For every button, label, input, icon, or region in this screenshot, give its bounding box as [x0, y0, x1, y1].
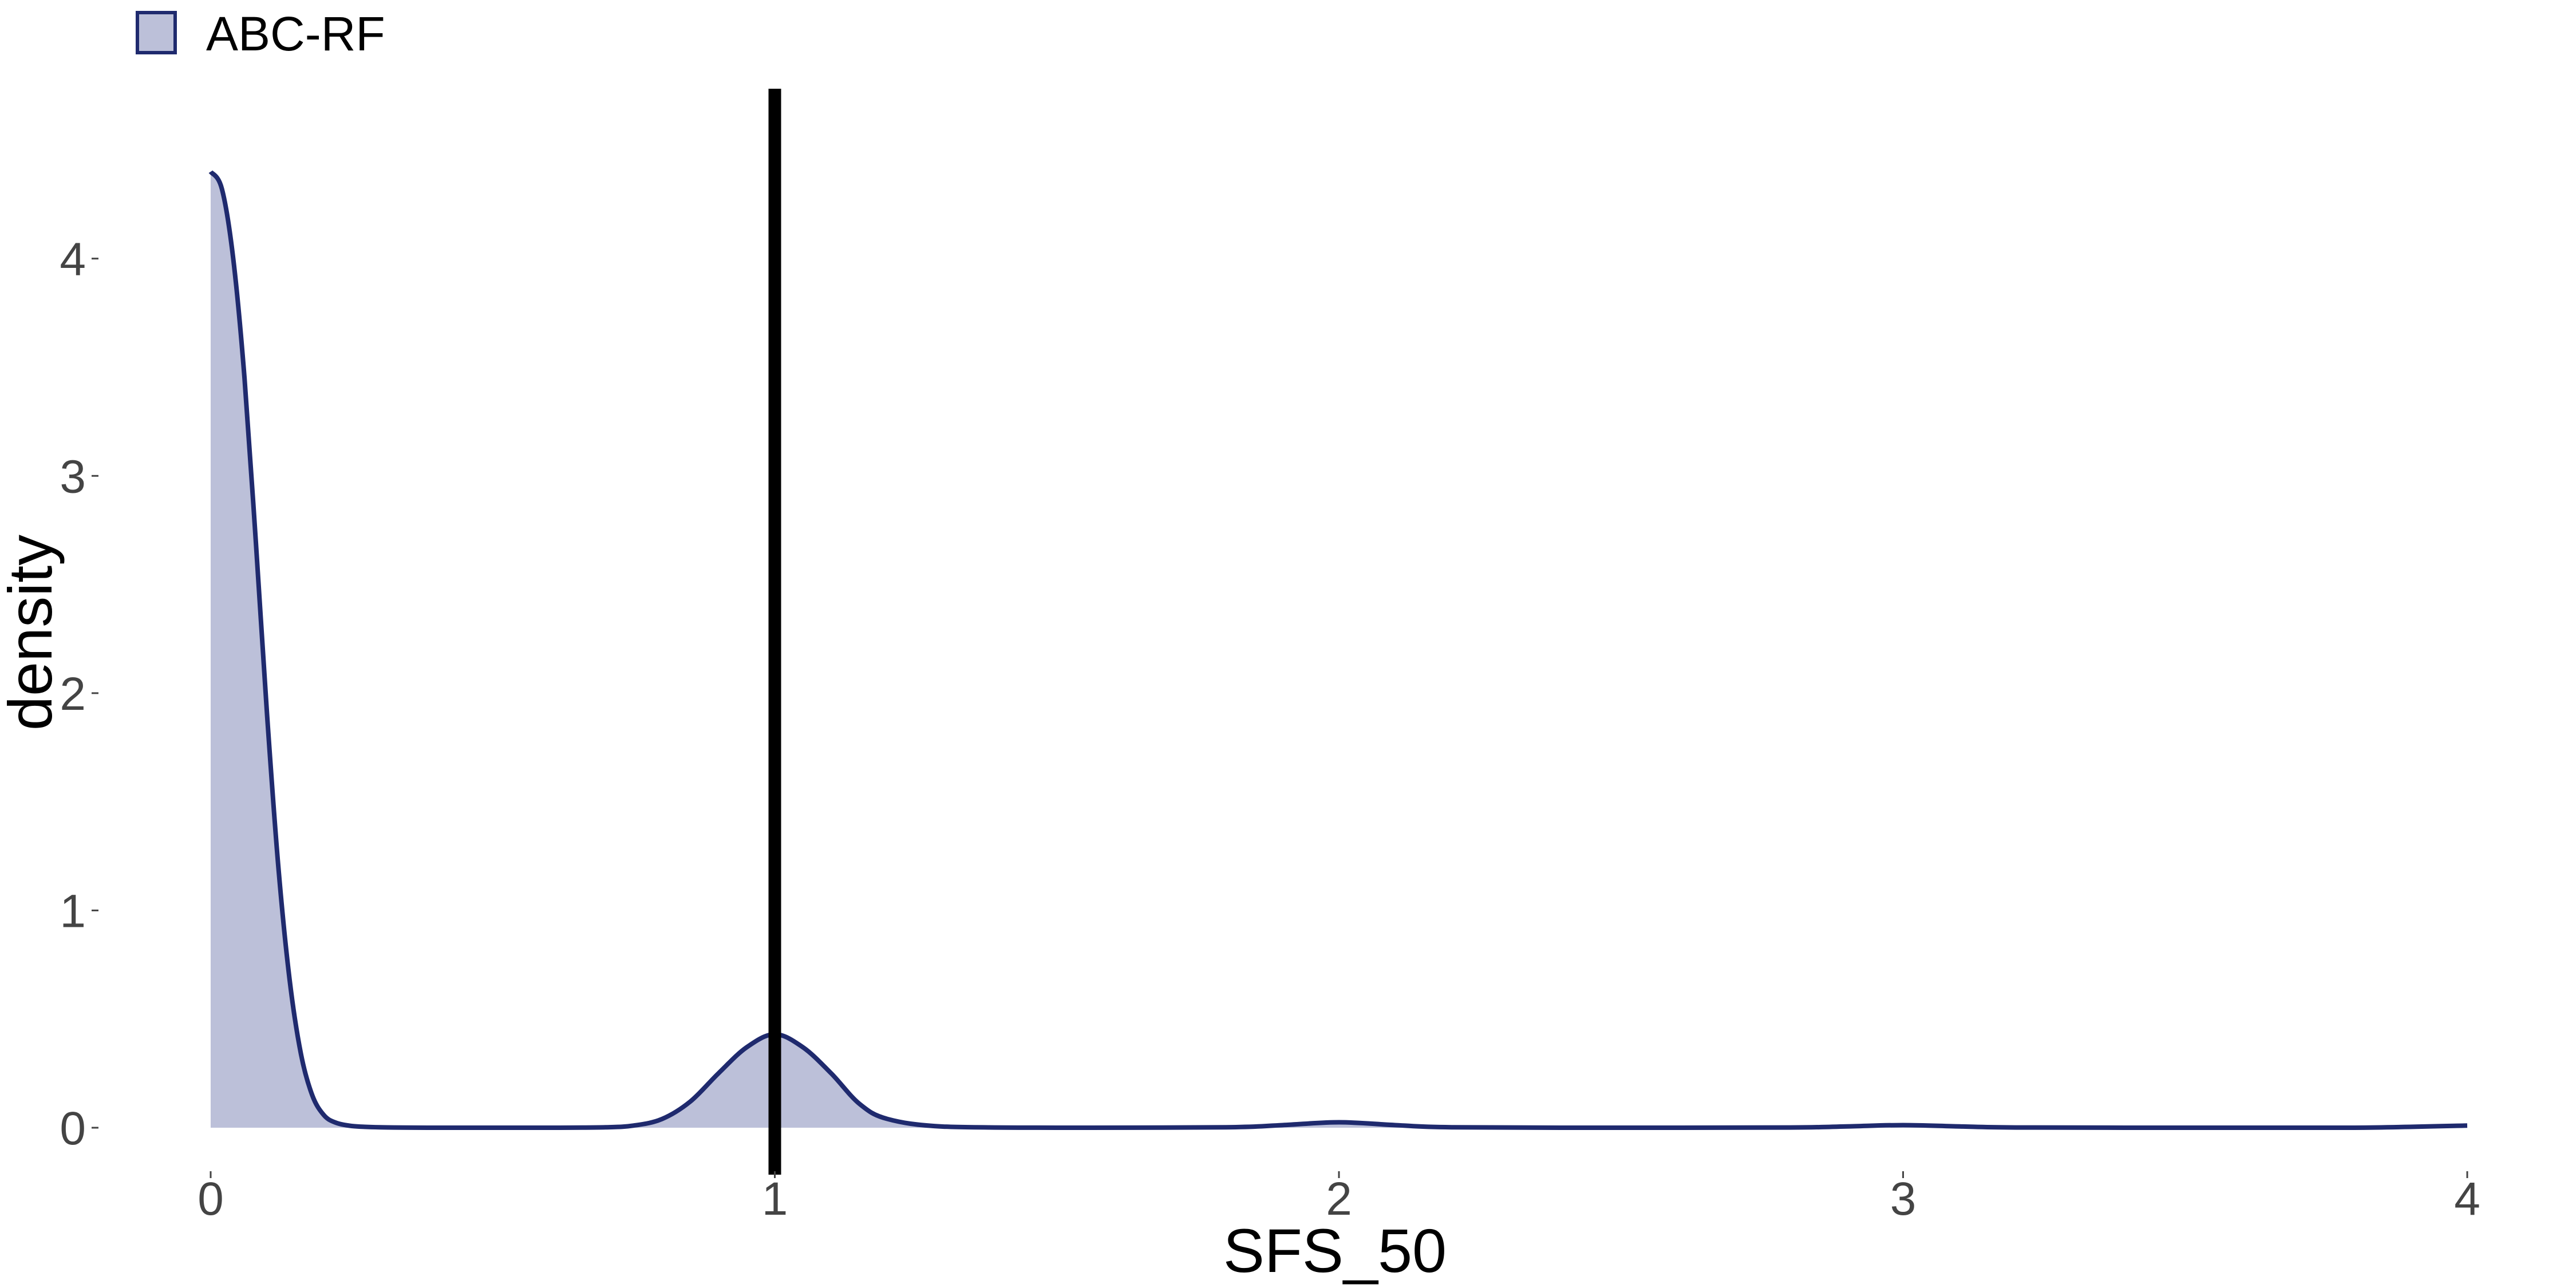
x-tick-label: 2: [1326, 1173, 1352, 1225]
density-line-abc-rf: [208, 170, 2468, 1131]
x-tick-label: 4: [2454, 1173, 2480, 1225]
legend-swatch-abc-rf: [136, 11, 177, 54]
plot-area: [208, 89, 2468, 1175]
y-tick-label: 2: [60, 668, 86, 720]
y-tick-label: 1: [60, 885, 86, 937]
y-tick-label: 3: [60, 451, 86, 503]
x-axis: 0 1 2 3 4: [197, 1171, 2480, 1225]
y-tick-label: 4: [60, 234, 86, 286]
density-area-abc-rf: [211, 171, 2467, 1128]
x-tick-label: 1: [762, 1173, 788, 1225]
y-axis: 0 1 2 3 4: [60, 234, 98, 1155]
legend-label-abc-rf: ABC-RF: [206, 7, 385, 61]
x-tick-label: 0: [197, 1173, 224, 1225]
y-axis-title: density: [0, 535, 65, 730]
y-tick-label: 0: [60, 1103, 86, 1155]
x-tick-label: 3: [1890, 1173, 1917, 1225]
x-axis-title: SFS_50: [1223, 1216, 1447, 1285]
legend: ABC-RF: [136, 7, 385, 61]
